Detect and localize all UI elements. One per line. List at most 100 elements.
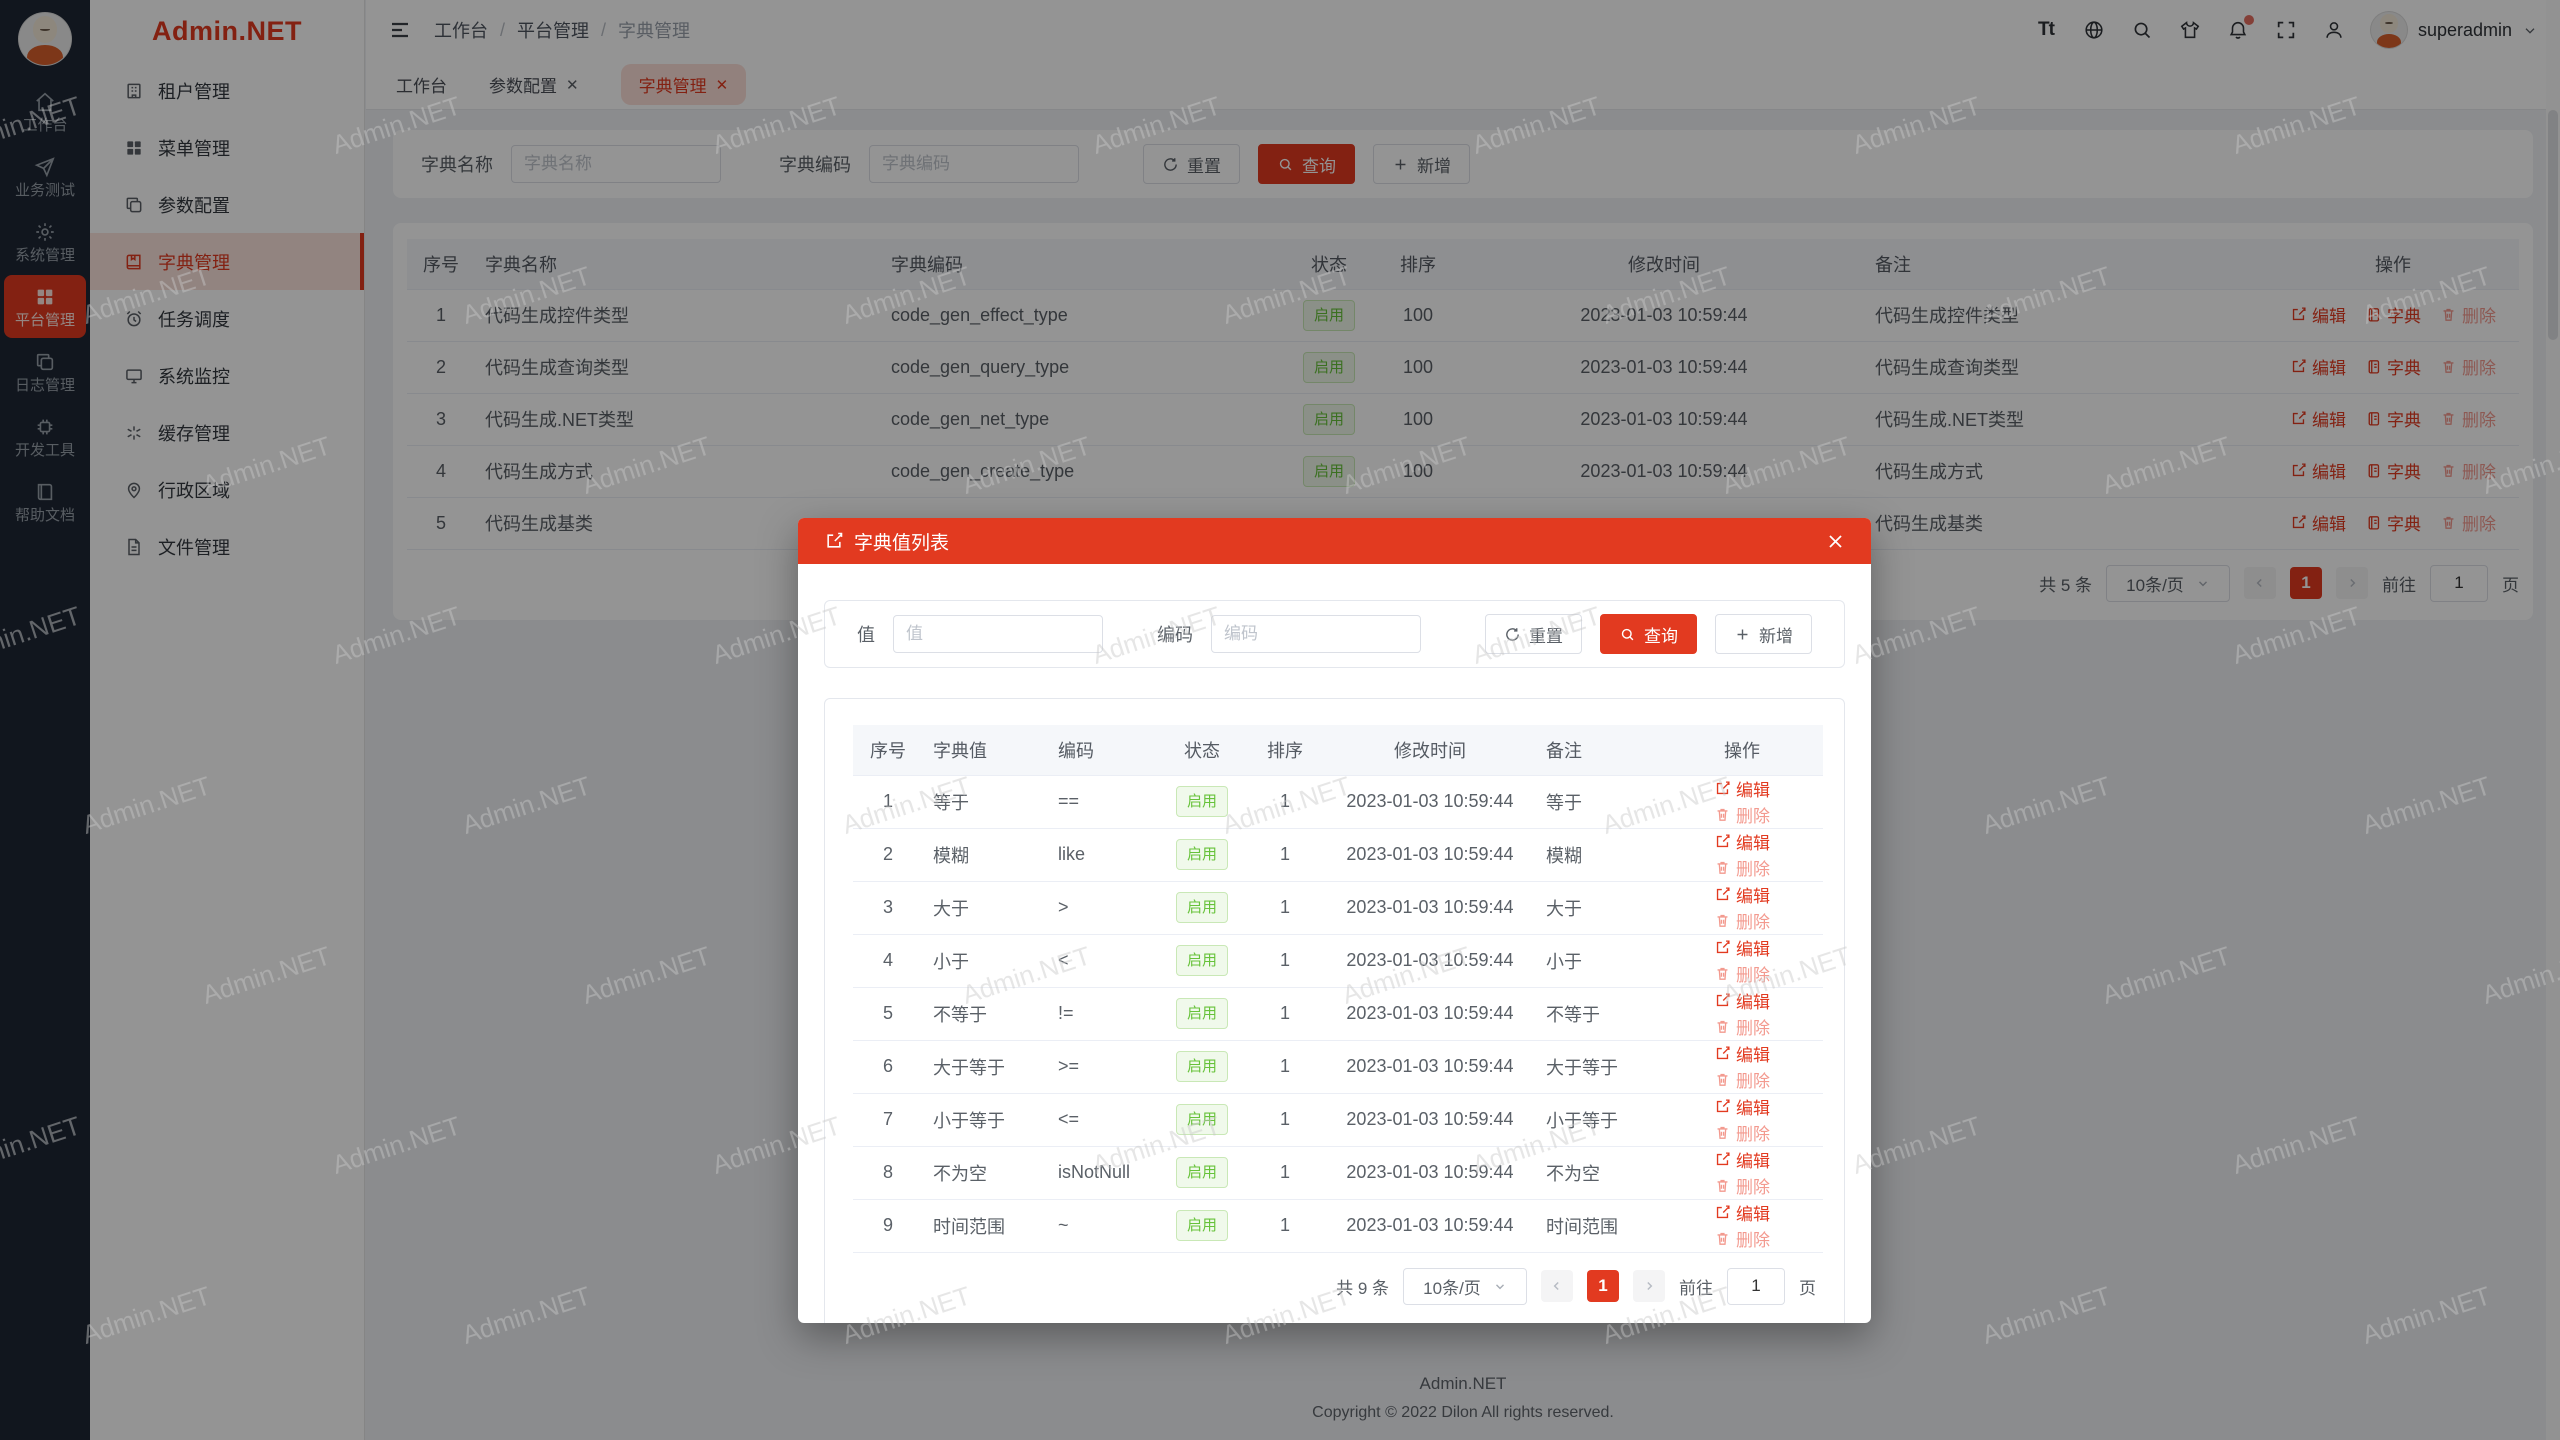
- cell-seq: 4: [407, 445, 475, 498]
- cell-remark: 代码生成查询类型: [1865, 341, 2267, 394]
- tab-workbench[interactable]: 工作台: [396, 77, 447, 96]
- edit-button[interactable]: 编辑: [2290, 510, 2346, 535]
- fullscreen-icon[interactable]: [2274, 18, 2298, 42]
- edit-button[interactable]: 编辑: [1714, 1094, 1770, 1119]
- sidebar-item-config[interactable]: 参数配置: [90, 176, 364, 233]
- edit-button[interactable]: 编辑: [2290, 302, 2346, 327]
- delete-button[interactable]: 删除: [1714, 1226, 1770, 1251]
- sidebar-item-menu[interactable]: 菜单管理: [90, 119, 364, 176]
- sidebar-item-files[interactable]: 文件管理: [90, 518, 364, 575]
- modal-reset-button[interactable]: 重置: [1485, 614, 1582, 654]
- code-input[interactable]: [1211, 615, 1421, 653]
- query-button[interactable]: 查询: [1258, 144, 1355, 184]
- breadcrumb-item[interactable]: 工作台: [434, 21, 488, 41]
- pagination: 共 5 条 10条/页 1 前往 页: [407, 564, 2519, 602]
- breadcrumb-item[interactable]: 平台管理: [517, 21, 590, 41]
- font-size-icon[interactable]: Tt: [2037, 19, 2055, 40]
- trash-icon: [2443, 360, 2454, 373]
- edit-button[interactable]: 编辑: [1714, 935, 1770, 960]
- dict-book-icon: [126, 254, 141, 269]
- tab-config[interactable]: 参数配置 ✕: [489, 76, 579, 97]
- edit-button[interactable]: 编辑: [2290, 354, 2346, 379]
- page-number-button[interactable]: 1: [2290, 567, 2322, 599]
- rail-item-system[interactable]: 系统管理: [4, 210, 86, 273]
- edit-button[interactable]: 编辑: [1714, 1147, 1770, 1172]
- next-page-button[interactable]: [1633, 1270, 1665, 1302]
- cell-code: code_gen_create_type: [881, 445, 1285, 498]
- app-logo-text: Admin.NET: [152, 15, 302, 46]
- delete-button[interactable]: 删除: [1714, 1014, 1770, 1039]
- sidebar-item-region[interactable]: 行政区域: [90, 461, 364, 518]
- delete-button[interactable]: 删除: [1714, 908, 1770, 933]
- edit-button[interactable]: 编辑: [1714, 776, 1770, 801]
- delete-button[interactable]: 删除: [2440, 458, 2496, 483]
- page-number-button[interactable]: 1: [1587, 1270, 1619, 1302]
- rail-item-biz-test[interactable]: 业务测试: [4, 145, 86, 208]
- edit-button[interactable]: 编辑: [1714, 1200, 1770, 1225]
- language-icon[interactable]: [2082, 18, 2106, 42]
- scrollbar-track[interactable]: [2546, 0, 2560, 1440]
- delete-button[interactable]: 删除: [2440, 510, 2496, 535]
- delete-button[interactable]: 删除: [1714, 802, 1770, 827]
- close-icon[interactable]: [1826, 532, 1845, 551]
- modal-add-button[interactable]: 新增: [1715, 614, 1812, 654]
- edit-button[interactable]: 编辑: [1714, 988, 1770, 1013]
- delete-button[interactable]: 删除: [1714, 1120, 1770, 1145]
- rail-item-docs[interactable]: 帮助文档: [4, 470, 86, 533]
- delete-button[interactable]: 删除: [2440, 302, 2496, 327]
- reset-button[interactable]: 重置: [1143, 144, 1240, 184]
- dict-values-button[interactable]: 字典: [2365, 406, 2421, 431]
- next-page-button[interactable]: [2336, 567, 2368, 599]
- edit-button[interactable]: 编辑: [1714, 1041, 1770, 1066]
- dict-values-button[interactable]: 字典: [2365, 354, 2421, 379]
- goto-page-input[interactable]: [2430, 564, 2488, 602]
- add-button[interactable]: 新增: [1373, 144, 1470, 184]
- rail-item-devtools[interactable]: 开发工具: [4, 405, 86, 468]
- dict-code-input[interactable]: [869, 145, 1079, 183]
- close-tab-icon[interactable]: ✕: [715, 76, 729, 94]
- dict-values-button[interactable]: 字典: [2365, 510, 2421, 535]
- cell-remark: 等于: [1536, 775, 1661, 829]
- rail-item-platform[interactable]: 平台管理: [4, 275, 86, 338]
- delete-button[interactable]: 删除: [1714, 1173, 1770, 1198]
- edit-button[interactable]: 编辑: [2290, 406, 2346, 431]
- trash-icon: [1717, 1179, 1728, 1192]
- modal-query-button[interactable]: 查询: [1600, 614, 1697, 654]
- table-header-row: 序号 字典名称 字典编码 状态 排序 修改时间 备注 操作: [407, 239, 2519, 290]
- goto-page-input[interactable]: [1727, 1267, 1785, 1305]
- dict-values-button[interactable]: 字典: [2365, 302, 2421, 327]
- tab-dictionary[interactable]: 字典管理 ✕: [620, 64, 747, 105]
- edit-button[interactable]: 编辑: [1714, 829, 1770, 854]
- cell-remark: 小于等于: [1536, 1093, 1661, 1147]
- notification-bell-icon[interactable]: [2226, 15, 2254, 42]
- dict-name-input[interactable]: [511, 145, 721, 183]
- search-icon[interactable]: [2130, 18, 2154, 42]
- sidebar-item-dictionary[interactable]: 字典管理: [90, 233, 364, 290]
- rail-item-logs[interactable]: 日志管理: [4, 340, 86, 403]
- page-size-select[interactable]: 10条/页: [1403, 1267, 1527, 1305]
- delete-button[interactable]: 删除: [2440, 406, 2496, 431]
- theme-shirt-icon[interactable]: [2178, 18, 2202, 42]
- close-tab-icon[interactable]: ✕: [566, 76, 579, 94]
- edit-button[interactable]: 编辑: [2290, 458, 2346, 483]
- page-size-select[interactable]: 10条/页: [2106, 564, 2230, 602]
- user-menu[interactable]: superadmin: [2369, 11, 2538, 49]
- prev-page-button[interactable]: [2244, 567, 2276, 599]
- delete-button[interactable]: 删除: [1714, 1067, 1770, 1092]
- value-input[interactable]: [893, 615, 1103, 653]
- user-icon[interactable]: [2322, 18, 2346, 42]
- edit-button[interactable]: 编辑: [1714, 882, 1770, 907]
- rail-item-workbench[interactable]: 工作台: [4, 80, 86, 143]
- sidebar-item-schedule[interactable]: 任务调度: [90, 290, 364, 347]
- delete-button[interactable]: 删除: [1714, 855, 1770, 880]
- scrollbar-thumb[interactable]: [2548, 110, 2558, 340]
- prev-page-button[interactable]: [1541, 1270, 1573, 1302]
- sidebar-item-monitor[interactable]: 系统监控: [90, 347, 364, 404]
- module-rail: 工作台 业务测试 系统管理 平台管理 日志管理 开发工具 帮助文档: [0, 0, 90, 1440]
- sidebar-item-tenant[interactable]: 租户管理: [90, 62, 364, 119]
- delete-button[interactable]: 删除: [2440, 354, 2496, 379]
- delete-button[interactable]: 删除: [1714, 961, 1770, 986]
- dict-values-button[interactable]: 字典: [2365, 458, 2421, 483]
- sidebar-item-cache[interactable]: 缓存管理: [90, 404, 364, 461]
- collapse-menu-icon[interactable]: [388, 18, 412, 42]
